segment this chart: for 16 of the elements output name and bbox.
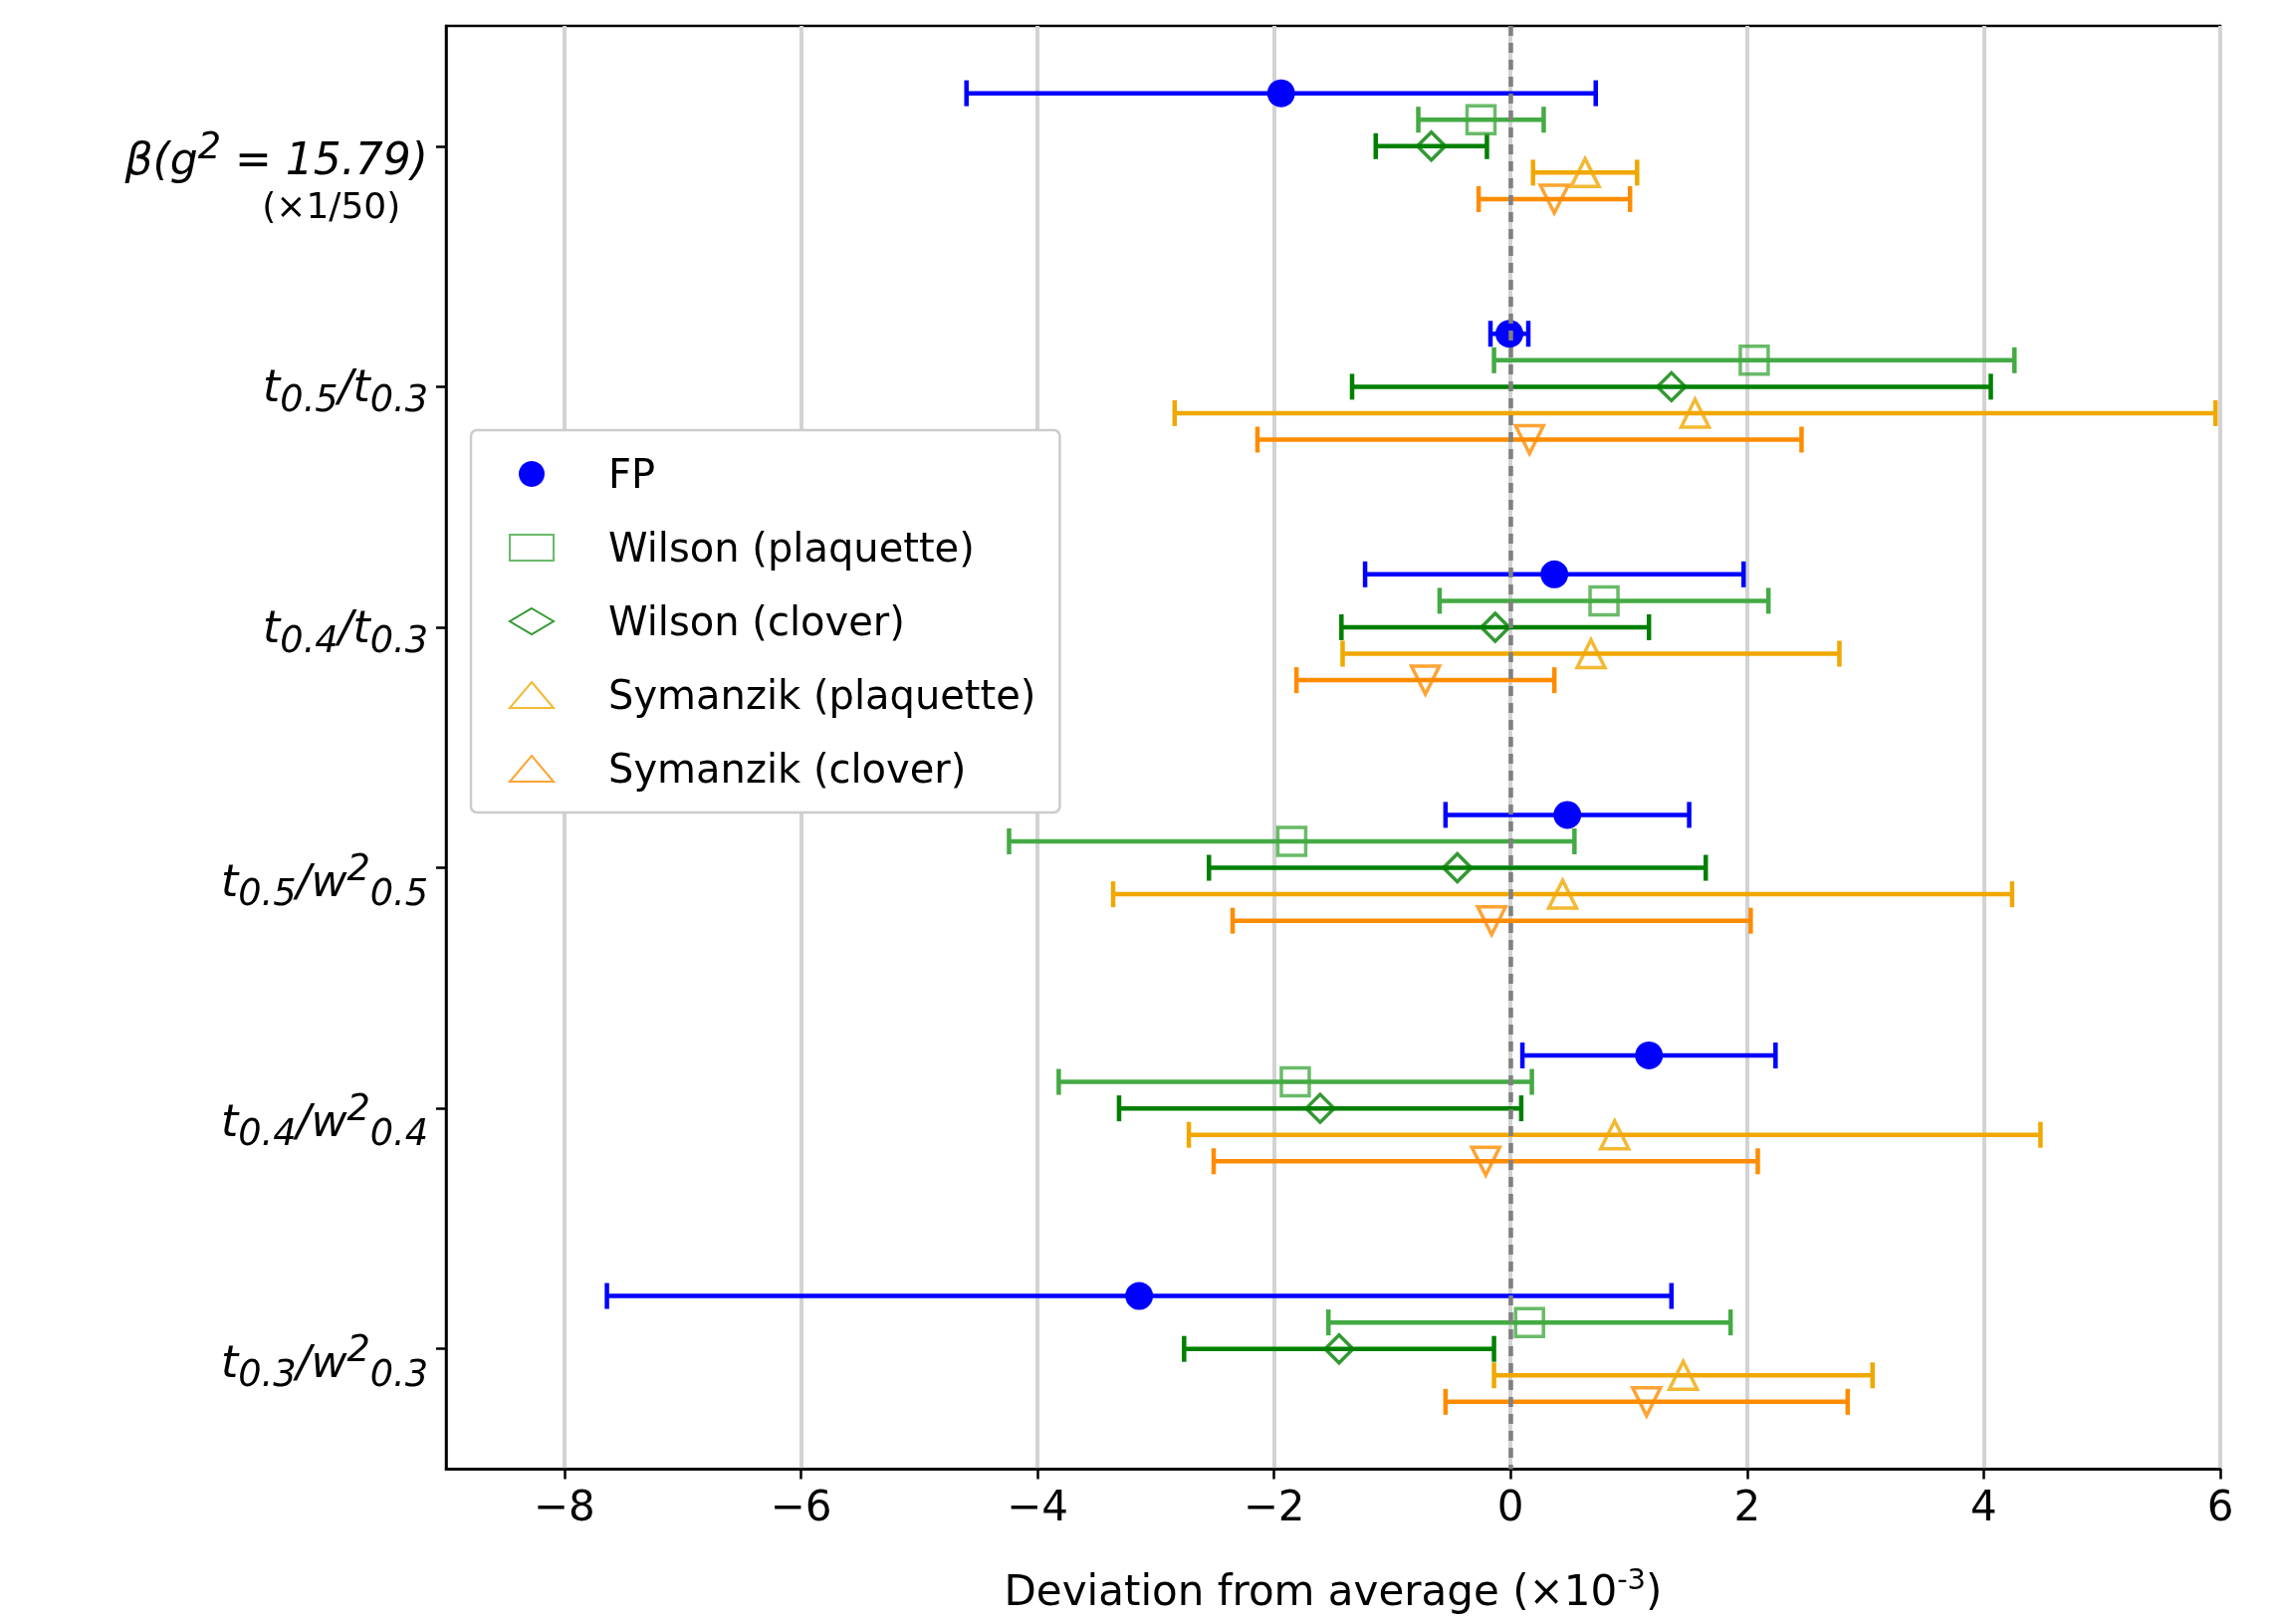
legend-label: Symanzik (clover) xyxy=(608,746,967,792)
y-tick-label: β(g$^{2}$ = 15.79) (×1/50) xyxy=(124,122,428,229)
x-tick-label: 6 xyxy=(2206,1482,2234,1530)
legend-label: Symanzik (plaquette) xyxy=(608,672,1036,718)
x-tick-label: 4 xyxy=(1970,1482,1997,1530)
x-tick-label: 0 xyxy=(1496,1482,1524,1530)
x-tick-label: −2 xyxy=(1243,1482,1305,1530)
x-tick-label: −6 xyxy=(770,1482,832,1530)
y-tick-label: t$_{0.4}$/t$_{0.3}$ xyxy=(263,600,428,663)
legend-label: Wilson (plaquette) xyxy=(608,525,975,571)
y-tick-label: t$_{0.5}$/t$_{0.3}$ xyxy=(263,360,428,423)
x-tick-label: −4 xyxy=(1007,1482,1068,1530)
x-tick-label: −8 xyxy=(533,1482,595,1530)
x-tick-label: 2 xyxy=(1733,1482,1761,1530)
legend-label: FP xyxy=(608,451,656,497)
legend-label: Wilson (clover) xyxy=(608,598,905,644)
